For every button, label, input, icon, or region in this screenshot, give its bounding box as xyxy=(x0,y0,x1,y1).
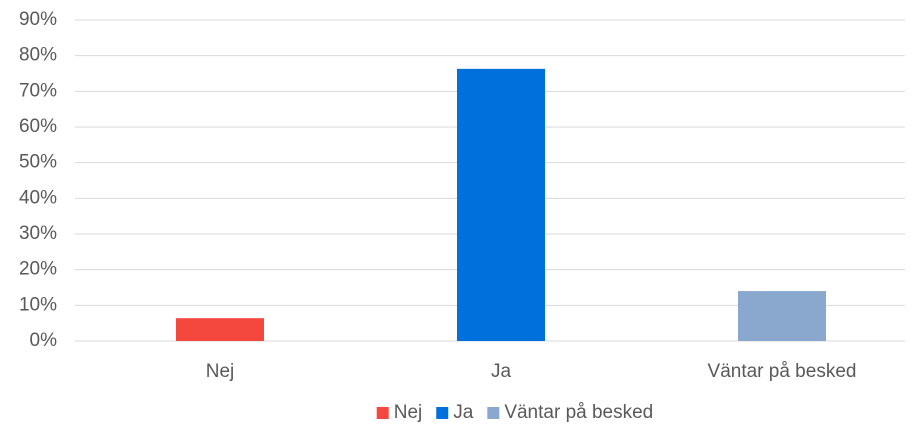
legend-swatch xyxy=(376,407,389,419)
y-tick-label: 0% xyxy=(30,330,58,351)
x-tick-label: Ja xyxy=(491,361,512,382)
bar xyxy=(457,68,545,341)
y-tick-label: 90% xyxy=(19,9,57,30)
y-tick-label: 40% xyxy=(19,187,57,208)
y-tick-label: 30% xyxy=(19,223,57,244)
legend-label: Ja xyxy=(453,402,474,423)
x-tick-label: Nej xyxy=(206,361,235,382)
y-tick-label: 60% xyxy=(19,116,57,137)
x-tick-label: Väntar på besked xyxy=(708,361,857,382)
legend-label: Väntar på besked xyxy=(504,402,653,423)
bar xyxy=(738,291,826,341)
y-tick-label: 20% xyxy=(19,259,57,280)
y-tick-label: 70% xyxy=(19,80,57,101)
y-tick-label: 10% xyxy=(19,294,57,315)
bar xyxy=(176,318,264,341)
legend-label: Nej xyxy=(394,402,423,423)
legend-swatch xyxy=(487,407,500,419)
y-tick-label: 50% xyxy=(19,152,57,173)
legend-swatch xyxy=(436,407,449,419)
y-tick-label: 80% xyxy=(19,45,57,66)
